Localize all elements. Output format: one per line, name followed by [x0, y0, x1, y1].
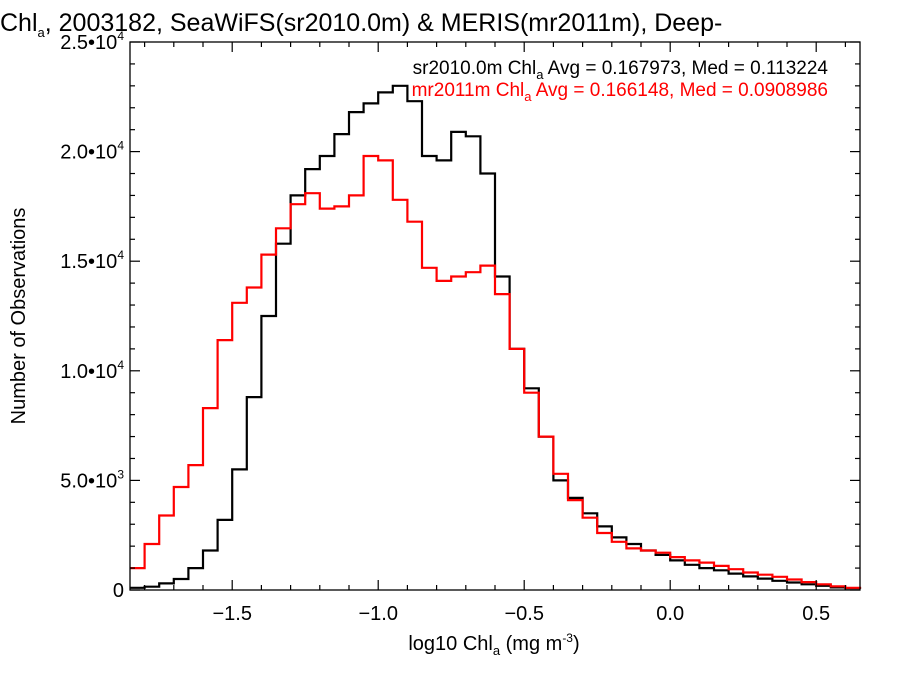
- legend-sr2010-subscript: a: [536, 67, 544, 82]
- y-tick-mantissa: 1.0•10: [60, 361, 117, 383]
- y-tick-mantissa: 1.5•10: [60, 251, 117, 273]
- series-layer: [130, 84, 862, 590]
- x-tick-label: −1.0: [358, 603, 397, 625]
- title-rest: , 2003182, SeaWiFS(sr2010.0m) & MERIS(mr…: [45, 9, 723, 37]
- y-tick-exponent: 4: [117, 358, 124, 372]
- legend-sr2010-prefix: sr2010.0m Chl: [413, 58, 537, 79]
- x-label-prefix: log10 Chl: [408, 633, 493, 655]
- y-tick-exponent: 4: [117, 248, 124, 262]
- y-tick-mantissa: 5.0•10: [60, 470, 117, 492]
- x-tick-label: −1.5: [212, 603, 251, 625]
- legend-mr2011-prefix: mr2011m Chl: [412, 80, 525, 101]
- y-tick-label: 1.5•104: [60, 248, 124, 273]
- chart-title: Chla, 2003182, SeaWiFS(sr2010.0m) & MERI…: [0, 9, 722, 40]
- legend-mr2011-subscript: a: [524, 89, 532, 104]
- x-axis-label: log10 Chla (mg m-3): [408, 631, 579, 658]
- y-axis-label: Number of Observations: [8, 208, 30, 425]
- title-prefix: Chl: [0, 9, 38, 37]
- ticks-layer: [130, 41, 860, 591]
- y-tick-mantissa: 2.5•10: [60, 32, 117, 54]
- y-tick-exponent: 3: [117, 467, 124, 481]
- legend-sr2010-stats: Avg = 0.167973, Med = 0.113224: [543, 58, 828, 79]
- x-tick-labels: −1.5 −1.0 −0.5 0.0 0.5: [212, 603, 830, 625]
- legend-entry-sr2010: sr2010.0m Chla Avg = 0.167973, Med = 0.1…: [413, 58, 829, 82]
- x-tick-label: 0.0: [656, 603, 684, 625]
- y-tick-label: 5.0•103: [60, 467, 124, 492]
- y-tick-exponent: 4: [117, 29, 124, 43]
- series-line-1: [130, 154, 862, 589]
- x-label-subscript: a: [493, 643, 501, 658]
- y-tick-label: 1.0•104: [60, 358, 124, 383]
- x-tick-label: 0.5: [802, 603, 830, 625]
- y-tick-exponent: 4: [117, 139, 124, 153]
- x-tick-label: −0.5: [504, 603, 543, 625]
- y-tick-mantissa: 2.0•10: [60, 142, 117, 164]
- legend-entry-mr2011: mr2011m Chla Avg = 0.166148, Med = 0.090…: [412, 80, 828, 104]
- y-tick-label: 0: [113, 580, 124, 602]
- title-subscript: a: [38, 25, 46, 40]
- y-tick-label: 2.5•104: [60, 29, 124, 54]
- plot-frame: [129, 41, 861, 591]
- series-line-0: [130, 84, 862, 590]
- y-tick-label: 2.0•104: [60, 139, 124, 164]
- x-label-end: ): [573, 633, 580, 655]
- legend-mr2011-stats: Avg = 0.166148, Med = 0.0908986: [531, 80, 828, 101]
- x-label-mid: (mg m: [500, 633, 562, 655]
- x-label-superscript: -3: [562, 631, 573, 645]
